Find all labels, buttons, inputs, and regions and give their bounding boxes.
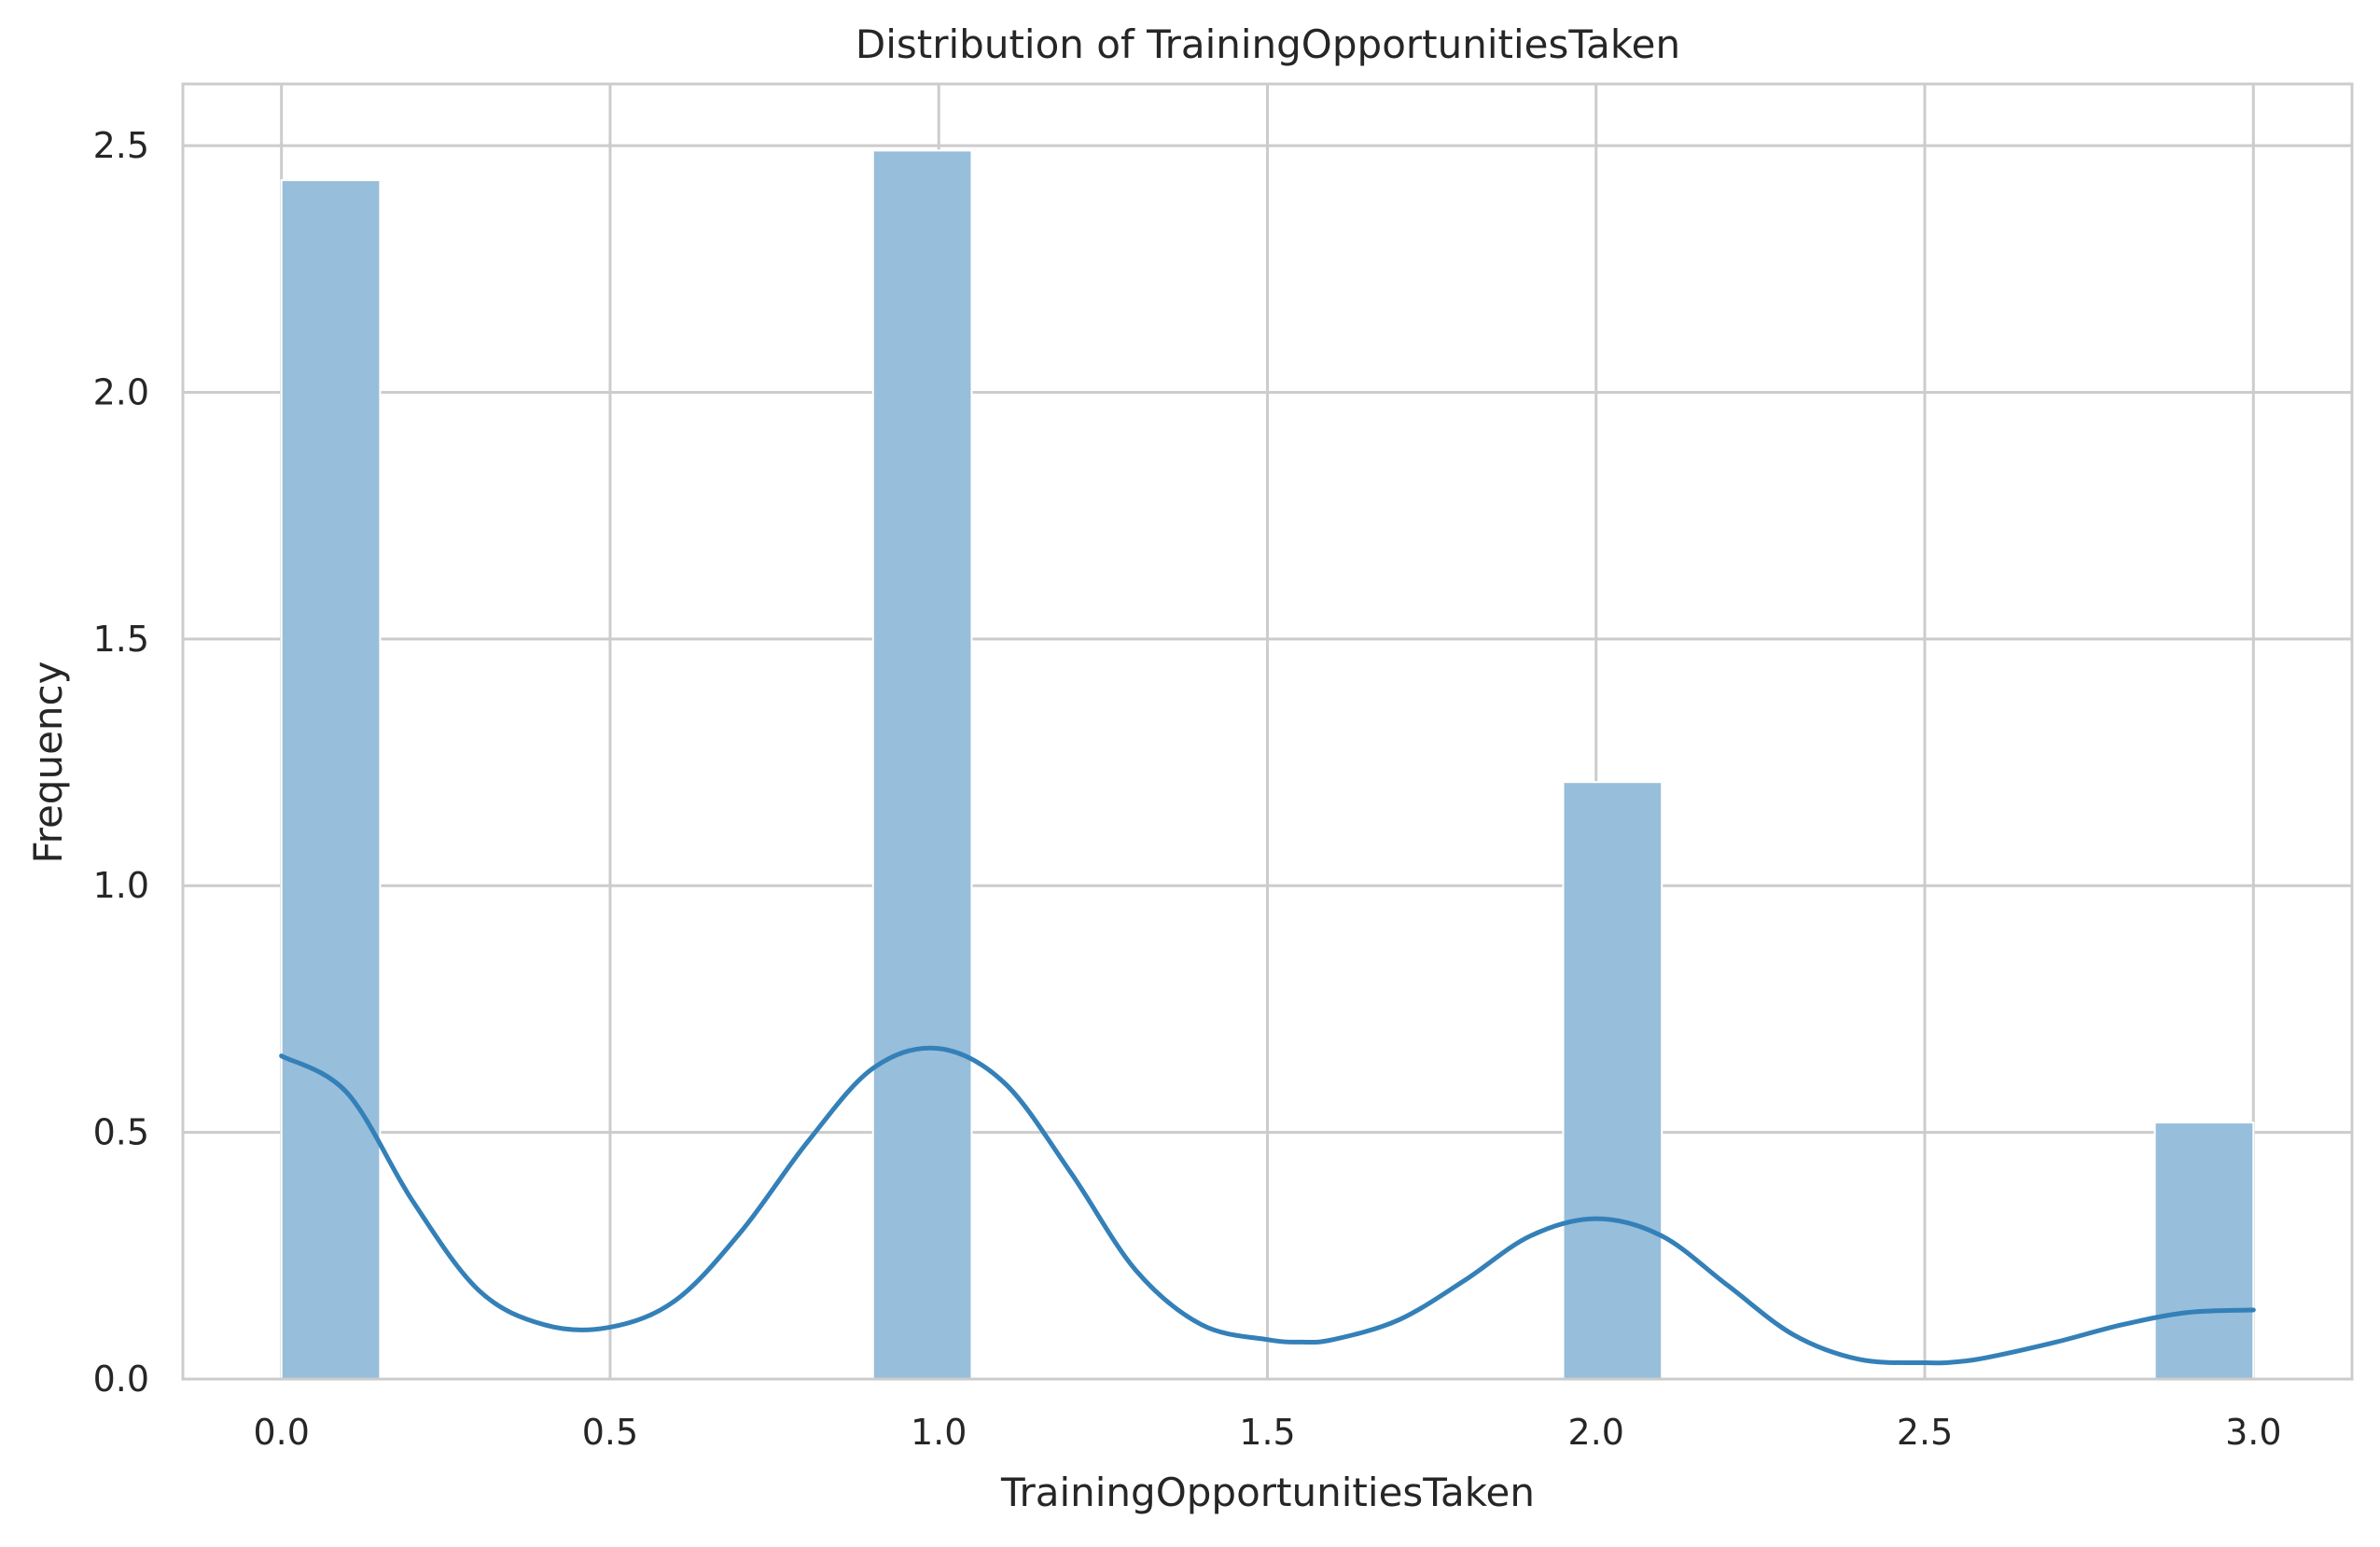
chart-title: Distribution of TrainingOpportunitiesTak… xyxy=(856,21,1680,67)
y-tick-label: 2.0 xyxy=(93,371,149,412)
histogram-bar xyxy=(871,149,973,1381)
y-tick-label: 0.0 xyxy=(93,1359,149,1400)
x-tick-label: 1.5 xyxy=(1239,1412,1295,1453)
y-tick-label: 1.5 xyxy=(93,619,149,660)
kde-curve xyxy=(279,1045,2256,1366)
kde-curve-layer xyxy=(279,1045,2256,1366)
histogram-bar xyxy=(280,179,382,1381)
histogram-bar xyxy=(2153,1122,2255,1380)
histogram-bar xyxy=(1562,781,1663,1380)
x-tick-label: 2.5 xyxy=(1897,1412,1953,1453)
x-tick-label: 2.0 xyxy=(1568,1412,1624,1453)
plot-frame xyxy=(181,82,2354,1381)
y-tick-label: 2.5 xyxy=(93,125,149,166)
x-tick-label: 0.5 xyxy=(582,1412,638,1453)
y-axis-title: Frequency xyxy=(25,662,71,864)
y-tick-label: 1.0 xyxy=(93,865,149,906)
x-tick-label: 0.0 xyxy=(253,1412,309,1453)
x-tick-label: 3.0 xyxy=(2225,1412,2281,1453)
y-axis-tick-labels: 0.0 0.5 1.0 1.5 2.0 2.5 xyxy=(93,125,149,1400)
x-tick-label: 1.0 xyxy=(911,1412,967,1453)
x-axis-tick-labels: 0.0 0.5 1.0 1.5 2.0 2.5 3.0 xyxy=(253,1412,2281,1453)
x-axis-title: TrainingOpportunitiesTaken xyxy=(1000,1470,1535,1515)
histogram-bars xyxy=(280,149,2255,1381)
y-tick-label: 0.5 xyxy=(93,1112,149,1153)
